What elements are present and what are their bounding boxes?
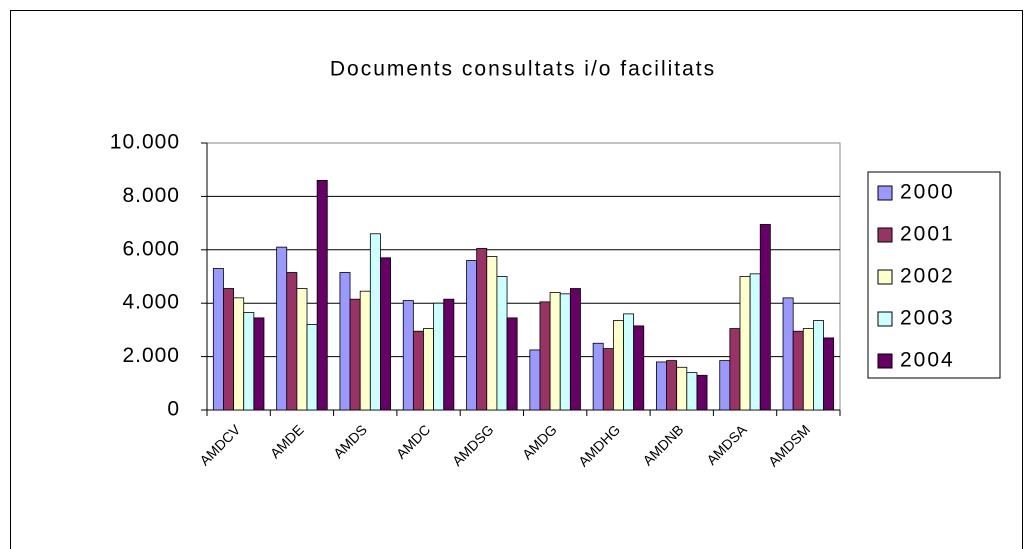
bar [212, 268, 224, 411]
bar [633, 325, 645, 411]
bar [559, 293, 571, 411]
bar [276, 246, 288, 411]
bar [612, 320, 624, 411]
bar [782, 297, 794, 411]
legend-label: 2002 [900, 265, 955, 288]
legend-label: 2004 [900, 349, 955, 372]
legend-label: 2001 [900, 223, 955, 246]
bar [443, 298, 455, 411]
bar [813, 320, 824, 411]
legend-swatch [877, 185, 893, 201]
bar [802, 328, 814, 411]
bar [380, 257, 391, 411]
bar [506, 317, 518, 411]
bar [476, 248, 488, 411]
legend-swatch [877, 353, 893, 369]
bar [676, 366, 688, 411]
bar [369, 233, 381, 411]
bar [739, 276, 751, 411]
y-tick-label: 8.000 [122, 184, 180, 207]
bar [529, 349, 541, 411]
bar [402, 300, 414, 411]
bar [223, 288, 234, 411]
bar [696, 374, 708, 411]
bar [602, 348, 614, 411]
bar [233, 297, 245, 411]
bar [296, 288, 308, 411]
bar [539, 301, 551, 411]
bar [823, 337, 835, 411]
bar [412, 330, 424, 411]
bar [423, 328, 435, 411]
y-tick-label: 4.000 [122, 291, 180, 314]
bar [792, 330, 804, 411]
y-tick-label: 6.000 [122, 237, 180, 260]
bar [286, 272, 298, 411]
bar [496, 276, 508, 411]
bar [549, 292, 561, 411]
bar [339, 272, 351, 411]
bar [592, 342, 604, 411]
bar [569, 288, 581, 411]
bar [719, 360, 731, 411]
bar [686, 372, 698, 411]
legend-label: 2003 [900, 307, 955, 330]
y-tick-label: 2.000 [122, 344, 180, 367]
bar [359, 290, 371, 411]
legend-swatch [877, 311, 893, 327]
y-tick-label: 0 [167, 398, 180, 421]
bar [349, 298, 361, 411]
y-tick-label: 10.000 [110, 131, 180, 154]
bar [623, 313, 635, 411]
bar [316, 179, 328, 411]
legend-swatch [877, 227, 893, 243]
bar [656, 361, 667, 411]
legend-label: 2000 [900, 181, 955, 204]
bar [243, 312, 255, 411]
bar [466, 260, 478, 411]
bar [253, 317, 265, 411]
bar [486, 256, 498, 411]
legend-swatch [877, 269, 893, 285]
bar [729, 328, 741, 411]
bar [306, 324, 318, 411]
bar [749, 273, 761, 411]
bar [433, 302, 445, 411]
bar [666, 360, 678, 411]
bar [759, 224, 771, 411]
chart-title: Documents consultats i/o facilitats [330, 58, 716, 81]
